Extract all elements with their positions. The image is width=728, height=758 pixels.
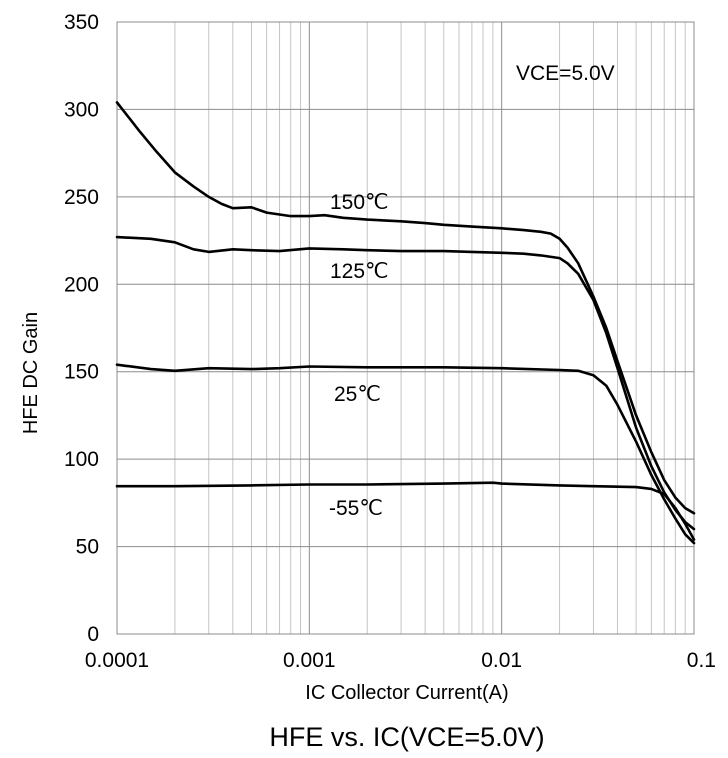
- y-tick-label: 100: [64, 448, 99, 471]
- curve-labels: 150℃ 125℃ 25℃ -55℃: [329, 191, 389, 520]
- series-label: 150℃: [330, 191, 389, 214]
- plot-frame: [116, 21, 695, 635]
- x-tick-label: 0.01: [481, 649, 522, 672]
- y-tick-label: 50: [76, 536, 99, 559]
- series-line: [115, 363, 696, 545]
- x-tick-label: 0.1: [687, 649, 716, 672]
- x-axis-title: IC Collector Current(A): [305, 682, 508, 704]
- x-axis-ticks: 0.0001 0.001 0.01 0.1: [85, 649, 716, 672]
- y-tick-label: 150: [64, 361, 99, 384]
- series-label: 125℃: [330, 260, 389, 283]
- y-tick-label: 300: [64, 98, 99, 121]
- chart-caption: HFE vs. IC(VCE=5.0V): [269, 722, 544, 752]
- y-tick-label: 350: [64, 11, 99, 34]
- series-label: -55℃: [329, 497, 383, 520]
- y-tick-label: 0: [87, 623, 99, 646]
- vce-annotation: VCE=5.0V: [516, 62, 615, 85]
- series-line: [115, 101, 696, 515]
- series-label: 25℃: [334, 383, 381, 406]
- x-tick-label: 0.001: [283, 649, 336, 672]
- y-axis-ticks: 0 50 100 150 200 250 300 350: [64, 11, 99, 646]
- y-axis-title: HFE DC Gain: [20, 312, 42, 434]
- series-line: [115, 235, 696, 531]
- y-tick-label: 250: [64, 186, 99, 209]
- series-line: [115, 481, 696, 541]
- plot-series: [115, 101, 696, 545]
- x-tick-label: 0.0001: [85, 649, 149, 672]
- y-tick-label: 200: [64, 273, 99, 296]
